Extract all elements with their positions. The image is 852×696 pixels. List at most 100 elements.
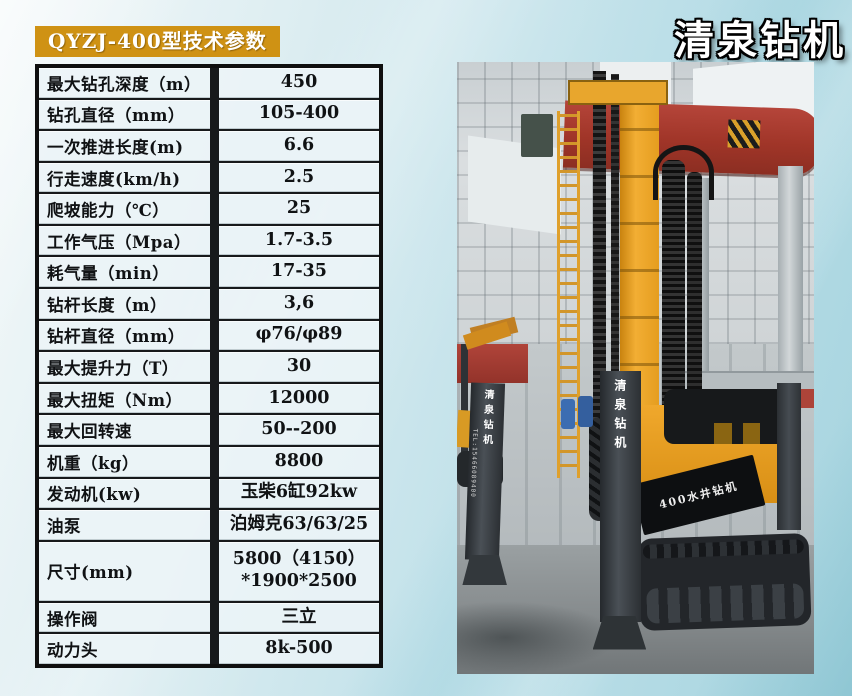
column-divider xyxy=(210,194,219,224)
spec-value: 30 xyxy=(219,352,379,382)
track-wheels xyxy=(646,584,805,625)
red-beam-left xyxy=(457,343,529,384)
spec-value: 12000 xyxy=(219,383,379,414)
support-leg-left: 清泉钻机 TEL:15466089400 xyxy=(464,382,505,562)
table-row: 发动机(kw) 玉柴6缸92kw xyxy=(39,476,379,509)
spec-label: 最大扭矩（Nm） xyxy=(39,383,210,414)
product-photo: 400水井钻机 清泉钻机 TEL:15466089400 清泉钻机 xyxy=(457,62,814,674)
spec-label: 操作阀 xyxy=(39,602,210,633)
column-divider xyxy=(210,478,219,509)
spec-label: 钻杆长度（m） xyxy=(39,289,210,319)
spec-label: 尺寸(mm) xyxy=(39,541,210,601)
table-row: 钻杆长度（m） 3,6 xyxy=(39,287,379,319)
spec-label: 最大提升力（T） xyxy=(39,352,210,382)
spec-value: 8800 xyxy=(219,446,379,477)
column-divider xyxy=(210,257,219,288)
support-leg-foot xyxy=(462,554,507,586)
spec-label: 机重（kg） xyxy=(39,446,210,477)
spec-label: 一次推进长度(m) xyxy=(39,131,210,161)
mast-crossbeam xyxy=(567,80,668,105)
spec-label: 最大回转速 xyxy=(39,415,210,445)
floor-shadow xyxy=(457,600,618,674)
table-row: 尺寸(mm) 5800（4150） *1900*2500 xyxy=(39,539,379,601)
spec-label: 耗气量（min） xyxy=(39,257,210,288)
column-divider xyxy=(210,602,219,633)
spec-value: φ76/φ89 xyxy=(219,320,379,351)
column-divider xyxy=(210,225,219,256)
spec-label: 油泵 xyxy=(39,510,210,540)
spec-table: 最大钻孔深度（m） 450 钻孔直径（mm） 105-400 一次推进长度(m) 6.… xyxy=(35,64,383,668)
hydraulic-hose-arc xyxy=(653,144,715,200)
spec-value: 6.6 xyxy=(219,131,379,161)
table-row: 最大提升力（T） 30 xyxy=(39,350,379,382)
column-divider xyxy=(210,446,219,477)
leg-brand-text: 清泉钻机 xyxy=(479,389,494,450)
table-row: 爬坡能力（℃） 25 xyxy=(39,192,379,224)
mast-chain xyxy=(592,71,607,439)
spec-value: 50--200 xyxy=(219,415,379,445)
crawler-track xyxy=(637,533,812,632)
table-row: 耗气量（min） 17-35 xyxy=(39,255,379,288)
model-parameter-badge: QYZJ-400型技术参数 xyxy=(35,26,280,57)
column-divider xyxy=(210,162,219,193)
spec-value: 5800（4150） *1900*2500 xyxy=(219,541,379,601)
table-row: 动力头 8k-500 xyxy=(39,632,379,664)
spec-label: 钻杆直径（mm） xyxy=(39,320,210,351)
column-divider xyxy=(210,320,219,351)
spec-value: 8k-500 xyxy=(219,634,379,664)
spec-value: 2.5 xyxy=(219,162,379,193)
column-divider xyxy=(210,383,219,414)
column-divider xyxy=(210,99,219,130)
column-divider xyxy=(210,415,219,445)
spec-label: 发动机(kw) xyxy=(39,478,210,509)
column-divider xyxy=(210,289,219,319)
table-row: 工作气压（Mpa） 1.7-3.5 xyxy=(39,223,379,256)
support-leg-center: 清泉钻机 xyxy=(599,371,641,622)
spec-value: 1.7-3.5 xyxy=(219,225,379,256)
support-leg-right xyxy=(776,383,802,531)
table-row: 操作阀 三立 xyxy=(39,600,379,633)
table-row: 钻孔直径（mm） 105-400 xyxy=(39,97,379,130)
spec-label: 动力头 xyxy=(39,634,210,664)
spec-value: 三立 xyxy=(219,602,379,633)
table-row: 最大扭矩（Nm） 12000 xyxy=(39,381,379,414)
spec-value: 玉柴6缸92kw xyxy=(219,478,379,509)
model-name-text: 400水井钻机 xyxy=(657,479,739,512)
spec-label: 工作气压（Mpa） xyxy=(39,225,210,256)
support-leg-foot xyxy=(592,615,647,650)
table-row: 行走速度(km/h) 2.5 xyxy=(39,160,379,193)
spec-label: 钻孔直径（mm） xyxy=(39,99,210,130)
table-row: 油泵 泊姆克63/63/25 xyxy=(39,508,379,540)
column-divider xyxy=(210,541,219,601)
spec-label: 爬坡能力（℃） xyxy=(39,194,210,224)
spec-value: 450 xyxy=(219,68,379,98)
mast-ladder xyxy=(556,110,581,479)
column-divider xyxy=(210,68,219,98)
table-row: 最大回转速 50--200 xyxy=(39,413,379,445)
spec-value: 3,6 xyxy=(219,289,379,319)
table-row: 最大钻孔深度（m） 450 xyxy=(39,68,379,98)
steel-column xyxy=(778,166,804,405)
table-row: 一次推进长度(m) 6.6 xyxy=(39,129,379,161)
spec-label: 最大钻孔深度（m） xyxy=(39,68,210,98)
spec-value: 泊姆克63/63/25 xyxy=(219,510,379,540)
crane-hazard-stripe xyxy=(727,119,761,149)
mast-chain xyxy=(611,74,620,430)
engine-vent xyxy=(714,423,732,445)
table-row: 钻杆直径（mm） φ76/φ89 xyxy=(39,318,379,351)
leg-brand-text: 清泉钻机 xyxy=(612,379,627,456)
spec-value: 17-35 xyxy=(219,257,379,288)
brand-title: 清泉钻机 xyxy=(674,17,846,64)
column-divider xyxy=(210,352,219,382)
blue-canister xyxy=(578,396,593,427)
table-row: 机重（kg） 8800 xyxy=(39,444,379,477)
column-divider xyxy=(210,510,219,540)
blue-canister xyxy=(560,398,575,430)
crane-hoist xyxy=(521,114,554,157)
spec-value: 105-400 xyxy=(219,99,379,130)
spec-value: 25 xyxy=(219,194,379,224)
column-divider xyxy=(210,131,219,161)
spec-label: 行走速度(km/h) xyxy=(39,162,210,193)
track-tread xyxy=(642,539,805,560)
engine-vent xyxy=(742,423,761,445)
